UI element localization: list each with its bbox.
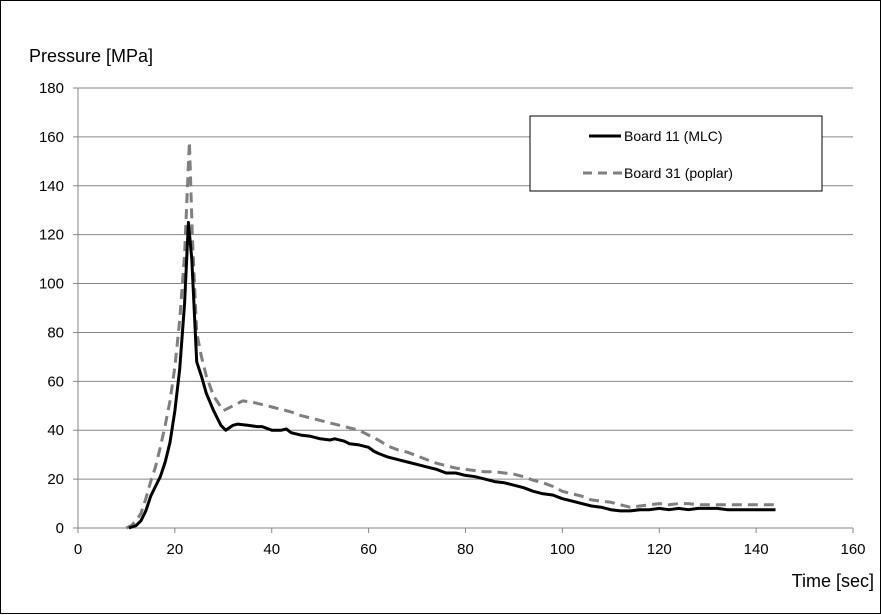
- y-tick-label: 120: [39, 227, 64, 244]
- y-tick-label: 40: [47, 422, 64, 439]
- series-line-board-31: [125, 140, 776, 530]
- x-tick-label: 20: [167, 541, 184, 558]
- y-tick-label: 140: [39, 178, 64, 195]
- legend-label-board-31: Board 31 (poplar): [624, 165, 733, 181]
- y-tick-label: 160: [39, 129, 64, 146]
- x-tick-labels: 0 20 40 60 80 100 120 140 160: [74, 528, 866, 558]
- gridlines: [78, 87, 853, 480]
- x-tick-label: 80: [457, 541, 474, 558]
- x-axis-title: Time [sec]: [792, 571, 874, 591]
- x-tick-label: 60: [360, 541, 377, 558]
- y-tick-label: 180: [39, 80, 64, 97]
- legend-label-board-11: Board 11 (MLC): [624, 128, 723, 144]
- x-tick-label: 120: [647, 541, 672, 558]
- y-tick-label: 80: [47, 324, 64, 341]
- series-lines: [125, 140, 776, 530]
- x-tick-label: 160: [840, 541, 865, 558]
- x-tick-label: 140: [744, 541, 769, 558]
- x-tick-label: 0: [74, 541, 82, 558]
- y-tick-label: 60: [47, 373, 64, 390]
- y-tick-labels: 0 20 40 60 80 100 120 140 160 180: [39, 80, 78, 537]
- y-tick-label: 0: [56, 520, 64, 537]
- legend-box: [529, 115, 823, 192]
- y-axis-title: Pressure [MPa]: [29, 46, 153, 66]
- x-tick-label: 100: [550, 541, 575, 558]
- series-line-board-11: [128, 220, 776, 530]
- x-tick-label: 40: [263, 541, 280, 558]
- y-tick-label: 100: [39, 276, 64, 293]
- legend: Board 11 (MLC) Board 31 (poplar): [529, 115, 823, 192]
- y-tick-label: 20: [47, 471, 64, 488]
